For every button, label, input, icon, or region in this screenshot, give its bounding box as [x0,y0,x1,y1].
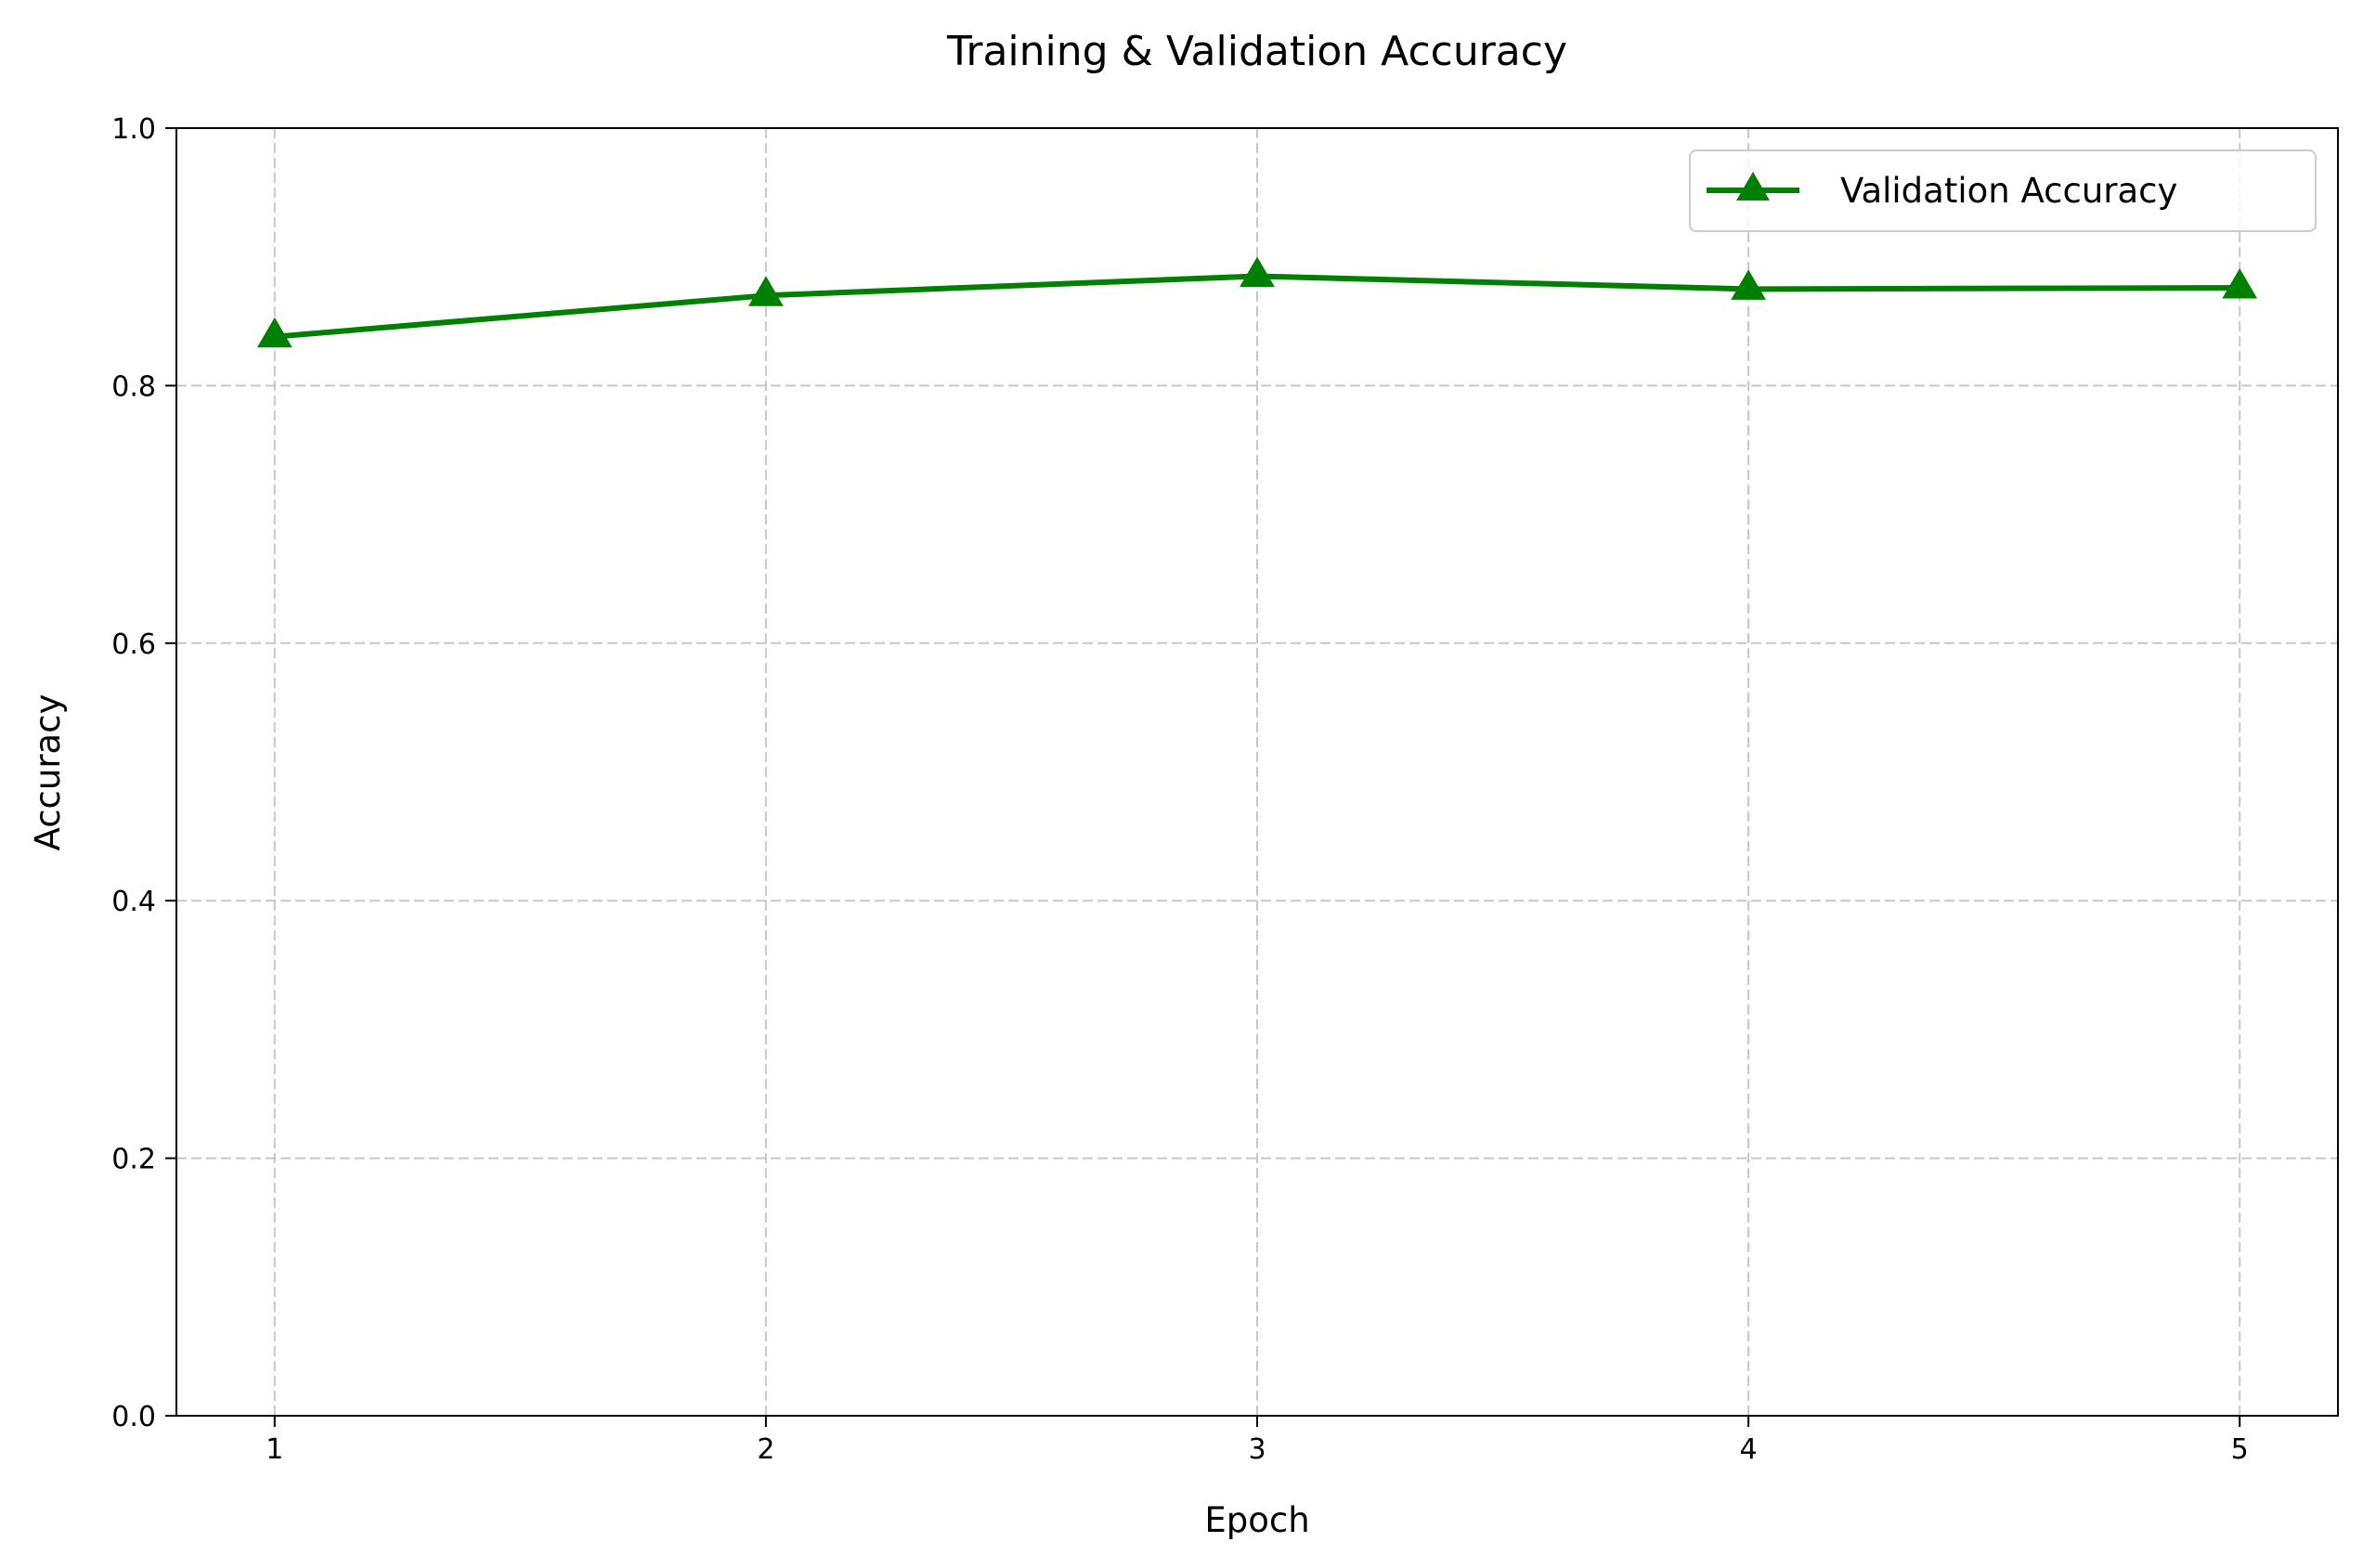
data-point [2222,267,2258,299]
data-point [256,317,292,348]
x-tick-label: 5 [2231,1433,2249,1466]
y-tick-label: 0.4 [111,886,156,918]
data-point [1731,269,1766,300]
x-tick-label: 1 [266,1433,283,1466]
y-tick-label: 1.0 [111,113,156,146]
x-tick-label: 2 [757,1433,774,1466]
y-tick-label: 0.2 [111,1144,156,1176]
y-axis-label: Accuracy [28,694,68,851]
x-tick-label: 4 [1740,1433,1758,1466]
data-point [1240,256,1275,288]
legend-series-label: Validation Accuracy [1840,171,2177,211]
legend-series-marker [1736,172,1770,201]
chart-title: Training & Validation Accuracy [946,28,1567,75]
y-tick-label: 0.0 [111,1401,156,1433]
x-axis: 1 2 3 4 5 [266,1416,2249,1466]
x-axis-label: Epoch [1204,1500,1309,1540]
x-tick-label: 3 [1248,1433,1266,1466]
legend-box [1689,149,2317,232]
y-tick-label: 0.8 [111,370,156,403]
y-tick-label: 0.6 [111,628,156,661]
legend: Validation Accuracy [1689,149,2317,232]
series-layer [256,256,2258,348]
data-point [748,276,784,306]
y-axis: 0.0 0.2 0.4 0.6 0.8 1.0 [111,113,176,1433]
